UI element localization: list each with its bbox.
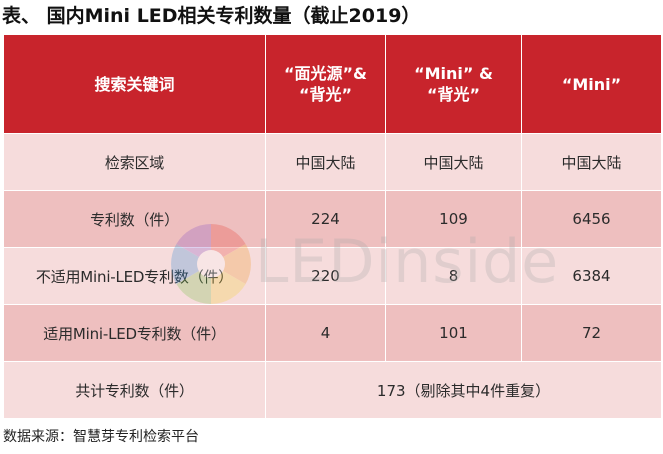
row-label: 共计专利数（件） (3, 361, 266, 419)
table-row-region: 检索区域 中国大陆 中国大陆 中国大陆 (3, 133, 662, 191)
table-title: 表、 国内Mini LED相关专利数量（截止2019） (2, 5, 421, 27)
row-label: 检索区域 (3, 133, 266, 191)
table-cell: 72 (521, 304, 662, 362)
table-row-not-applicable: 不适用Mini-LED专利数（件） 220 8 6384 (3, 247, 662, 305)
total-value-cell: 173（剔除其中4件重复） (265, 361, 662, 419)
row-label: 适用Mini-LED专利数（件） (3, 304, 266, 362)
table-cell: 中国大陆 (385, 133, 522, 191)
header-keyword: 搜索关键词 (3, 34, 266, 134)
table-row-patent-count: 专利数（件） 224 109 6456 (3, 190, 662, 248)
table-cell: 109 (385, 190, 522, 248)
header-col2: “Mini” & “背光” (385, 34, 522, 134)
patent-table: 搜索关键词 “面光源”& “背光” “Mini” & “背光” “Mini” 检… (3, 34, 662, 419)
table-cell: 中国大陆 (265, 133, 386, 191)
table-cell: 101 (385, 304, 522, 362)
table-cell: 6456 (521, 190, 662, 248)
header-col2-line2: “背光” (426, 85, 481, 104)
table-cell: 4 (265, 304, 386, 362)
row-label: 不适用Mini-LED专利数（件） (3, 247, 266, 305)
table-row-applicable: 适用Mini-LED专利数（件） 4 101 72 (3, 304, 662, 362)
header-col3: “Mini” (521, 34, 662, 134)
header-col1: “面光源”& “背光” (265, 34, 386, 134)
header-col1-line2: “背光” (298, 85, 353, 104)
table-cell: 8 (385, 247, 522, 305)
header-col2-line1: “Mini” & (414, 64, 493, 83)
table-cell: 220 (265, 247, 386, 305)
table-cell: 中国大陆 (521, 133, 662, 191)
table-row-total: 共计专利数（件） 173（剔除其中4件重复） (3, 361, 662, 419)
row-label: 专利数（件） (3, 190, 266, 248)
table-cell: 6384 (521, 247, 662, 305)
source-note: 数据来源：智慧芽专利检索平台 (3, 429, 199, 445)
header-col1-line1: “面光源”& (284, 64, 367, 83)
header-row: 搜索关键词 “面光源”& “背光” “Mini” & “背光” “Mini” (3, 34, 662, 134)
table-cell: 224 (265, 190, 386, 248)
